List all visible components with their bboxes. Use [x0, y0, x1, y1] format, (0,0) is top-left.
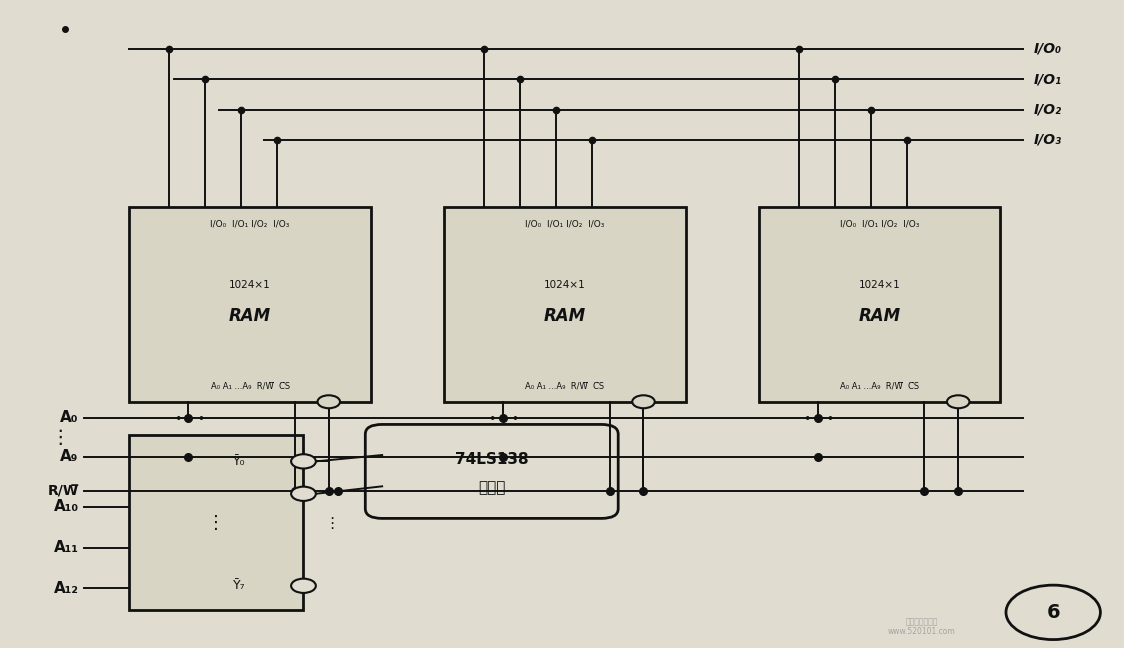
Text: • • •: • • •: [174, 413, 205, 426]
Text: Ȳ₀: Ȳ₀: [233, 455, 245, 468]
Text: A₁₁: A₁₁: [54, 540, 79, 555]
Circle shape: [632, 395, 654, 408]
Circle shape: [291, 454, 316, 469]
Text: 1024×1: 1024×1: [544, 280, 586, 290]
Text: 译码器: 译码器: [478, 480, 506, 495]
Text: A₀ A₁ ...A₉  R/W̅  C̅S: A₀ A₁ ...A₉ R/W̅ C̅S: [210, 381, 290, 390]
Text: A₉: A₉: [61, 449, 79, 465]
Text: A₁₂: A₁₂: [54, 581, 79, 596]
Text: RAM: RAM: [544, 307, 586, 325]
Text: A₁₀: A₁₀: [54, 499, 79, 515]
Text: I/O₀  I/O₁ I/O₂  I/O₃: I/O₀ I/O₁ I/O₂ I/O₃: [840, 219, 919, 228]
Text: A₀: A₀: [61, 410, 79, 426]
Bar: [129, 435, 303, 610]
Text: I/O₂: I/O₂: [1034, 102, 1062, 117]
Circle shape: [291, 579, 316, 593]
FancyBboxPatch shape: [365, 424, 618, 518]
Text: I/O₀: I/O₀: [1034, 41, 1062, 56]
Text: 1024×1: 1024×1: [859, 280, 900, 290]
Bar: [129, 207, 371, 402]
Text: R/W̅: R/W̅: [47, 484, 79, 498]
Text: A₀ A₁ ...A₉  R/W̅  C̅S: A₀ A₁ ...A₉ R/W̅ C̅S: [525, 381, 605, 390]
Text: I/O₀  I/O₁ I/O₂  I/O₃: I/O₀ I/O₁ I/O₂ I/O₃: [210, 219, 290, 228]
Circle shape: [1006, 585, 1100, 640]
Text: • • •: • • •: [804, 413, 834, 426]
Circle shape: [291, 487, 316, 501]
Text: I/O₀  I/O₁ I/O₂  I/O₃: I/O₀ I/O₁ I/O₂ I/O₃: [525, 219, 605, 228]
Circle shape: [317, 395, 339, 408]
Text: ⋮: ⋮: [324, 516, 339, 531]
Text: 6: 6: [1046, 603, 1060, 622]
Text: RAM: RAM: [229, 307, 271, 325]
Text: RAM: RAM: [859, 307, 900, 325]
Bar: [759, 207, 1000, 402]
Circle shape: [946, 395, 969, 408]
Text: ⋮: ⋮: [49, 428, 70, 447]
Text: 74LS138: 74LS138: [455, 452, 528, 467]
Text: A₀ A₁ ...A₉  R/W̅  C̅S: A₀ A₁ ...A₉ R/W̅ C̅S: [840, 381, 919, 390]
Text: I/O₁: I/O₁: [1034, 72, 1062, 86]
Bar: [444, 207, 686, 402]
Text: ⋮: ⋮: [207, 514, 226, 532]
Text: I/O₃: I/O₃: [1034, 133, 1062, 147]
Text: 1024×1: 1024×1: [229, 280, 271, 290]
Text: 家电维修资料网
www.520101.com: 家电维修资料网 www.520101.com: [888, 617, 955, 636]
Text: • • •: • • •: [489, 413, 519, 426]
Text: Ȳ₇: Ȳ₇: [233, 579, 245, 592]
